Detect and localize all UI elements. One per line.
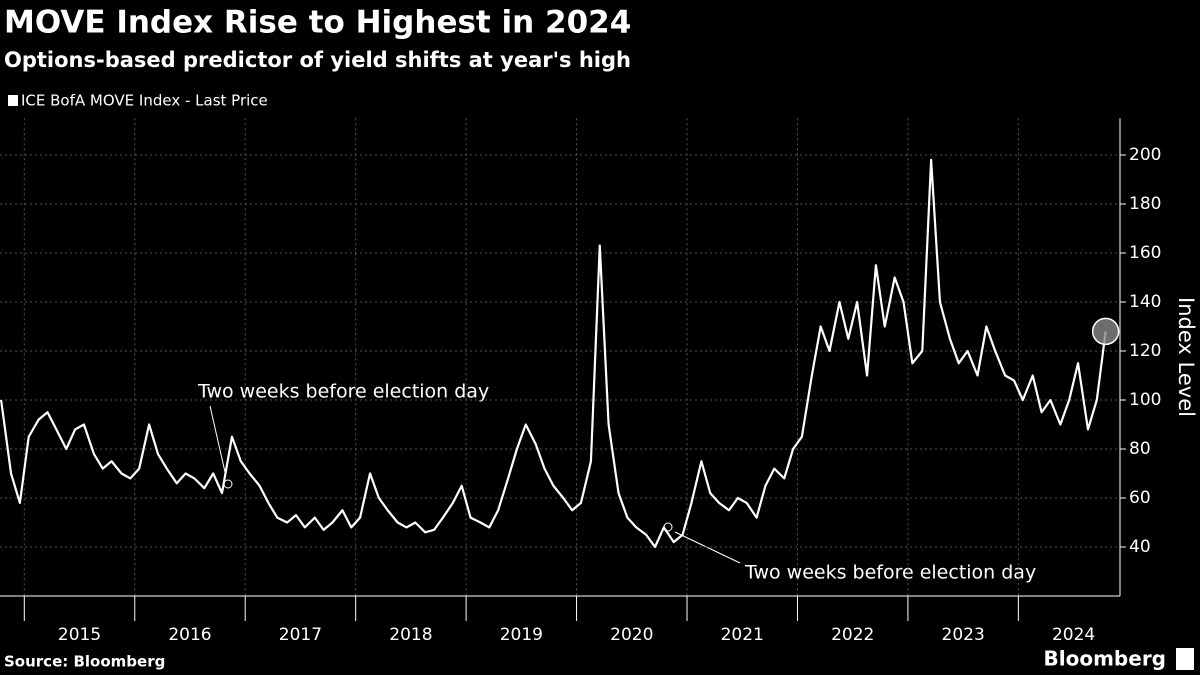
annotation: Two weeks before election day (744, 562, 1036, 584)
y-tick-label: 140 (1129, 292, 1161, 312)
y-axis-label: Index Level (1174, 297, 1198, 417)
y-tick-label: 100 (1129, 390, 1161, 410)
x-tick-label: 2024 (1052, 625, 1095, 645)
source: Source: Bloomberg (4, 653, 165, 671)
y-tick-label: 200 (1129, 145, 1161, 165)
x-tick-label: 2023 (942, 625, 985, 645)
x-tick-label: 2022 (831, 625, 874, 645)
y-tick-label: 160 (1129, 243, 1161, 263)
y-tick-label: 180 (1129, 194, 1161, 214)
y-tick-label: 120 (1129, 341, 1161, 361)
legend-swatch (8, 95, 18, 106)
x-tick-label: 2019 (500, 625, 543, 645)
annotation-arrow (209, 405, 226, 473)
brand-icon (1176, 648, 1194, 670)
y-tick-label: 80 (1129, 439, 1151, 459)
x-tick-label: 2021 (721, 625, 764, 645)
brand: Bloomberg (1044, 647, 1166, 671)
y-tick-label: 60 (1129, 488, 1151, 508)
x-tick-label: 2015 (58, 625, 101, 645)
data-line (0, 158, 1107, 549)
annotation-arrow (674, 531, 741, 564)
last-point (1091, 317, 1120, 346)
x-tick-label: 2018 (389, 625, 432, 645)
chart-subtitle: Options-based predictor of yield shifts … (4, 48, 631, 72)
x-tick-label: 2016 (168, 625, 211, 645)
y-tick-label: 40 (1129, 537, 1151, 557)
chart-title: MOVE Index Rise to Highest in 2024 (4, 5, 631, 41)
x-tick-label: 2020 (610, 625, 653, 645)
x-tick-label: 2017 (279, 625, 322, 645)
annotation: Two weeks before election day (197, 381, 489, 403)
legend-label: ICE BofA MOVE Index - Last Price (21, 92, 268, 110)
